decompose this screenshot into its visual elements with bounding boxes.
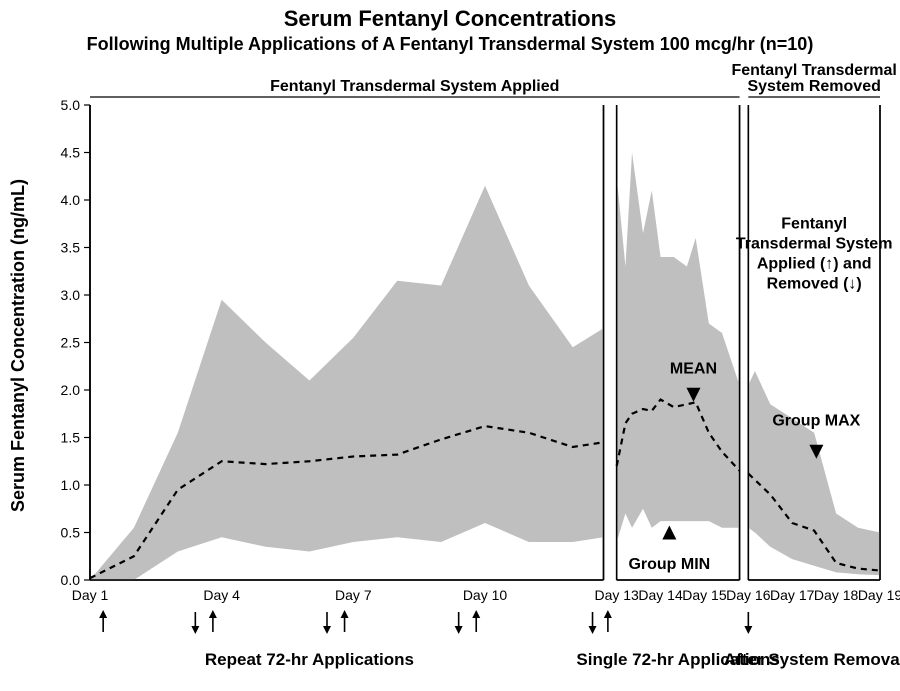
svg-text:Day 18: Day 18	[814, 587, 859, 603]
svg-text:0.0: 0.0	[61, 572, 81, 588]
range-area	[90, 186, 604, 580]
legend-text: Transdermal System	[736, 236, 893, 253]
group-max-label: Group MAX	[772, 413, 860, 430]
svg-text:Day 1: Day 1	[72, 587, 109, 603]
svg-text:5.0: 5.0	[61, 97, 81, 113]
svg-text:2.5: 2.5	[61, 335, 81, 351]
svg-text:After System Removal: After System Removal	[724, 650, 900, 669]
mean-label: MEAN	[670, 360, 717, 377]
svg-text:0.5: 0.5	[61, 525, 81, 541]
svg-text:1.0: 1.0	[61, 477, 81, 493]
legend-text: Fentanyl	[781, 216, 847, 233]
chart-container: { "title": { "line1": "Serum Fentanyl Co…	[0, 0, 900, 691]
svg-text:System Removed: System Removed	[747, 78, 880, 95]
range-area	[617, 153, 740, 543]
svg-text:Repeat 72-hr Applications: Repeat 72-hr Applications	[205, 650, 414, 669]
svg-text:4.5: 4.5	[61, 145, 81, 161]
svg-text:Day 4: Day 4	[203, 587, 240, 603]
svg-text:4.0: 4.0	[61, 192, 81, 208]
svg-text:Day 14: Day 14	[638, 587, 683, 603]
svg-text:Day 7: Day 7	[335, 587, 372, 603]
range-area	[748, 371, 880, 575]
chart-svg: 0.0 0.5 1.0 1.5 2.0 2.5 3.0 3.5 4.0 4.5 5.0 Fentany…	[0, 0, 900, 691]
legend-text: Removed (↓)	[767, 276, 862, 293]
svg-text:Day 10: Day 10	[463, 587, 508, 603]
svg-text:Day 17: Day 17	[770, 587, 815, 603]
svg-text:Fentanyl Transdermal: Fentanyl Transdermal	[731, 62, 896, 79]
svg-text:Fentanyl Transdermal System Ap: Fentanyl Transdermal System Applied	[270, 78, 559, 95]
svg-text:Day 16: Day 16	[726, 587, 771, 603]
svg-text:Day 13: Day 13	[594, 587, 639, 603]
legend-text: Applied (↑) and	[757, 256, 872, 273]
svg-text:Day 19: Day 19	[858, 587, 900, 603]
svg-text:2.0: 2.0	[61, 382, 81, 398]
group-min-label: Group MIN	[628, 556, 710, 573]
svg-text:3.0: 3.0	[61, 287, 81, 303]
svg-text:Day 15: Day 15	[682, 587, 727, 603]
svg-text:3.5: 3.5	[61, 240, 81, 256]
svg-text:1.5: 1.5	[61, 430, 81, 446]
